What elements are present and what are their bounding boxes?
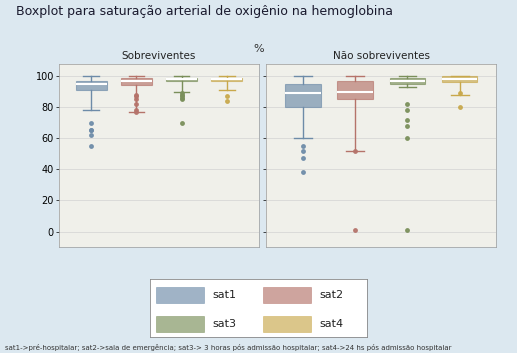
- Text: sat3: sat3: [213, 319, 237, 329]
- PathPatch shape: [338, 80, 373, 99]
- Text: sat4: sat4: [320, 319, 343, 329]
- Text: sat1->pré-hospitalar; sat2->sala de emergência; sat3-> 3 horas pós admissão hosp: sat1->pré-hospitalar; sat2->sala de emer…: [5, 344, 452, 351]
- PathPatch shape: [121, 78, 152, 85]
- PathPatch shape: [285, 84, 321, 107]
- PathPatch shape: [166, 78, 197, 80]
- PathPatch shape: [75, 80, 107, 90]
- Title: Não sobreviventes: Não sobreviventes: [333, 52, 430, 61]
- PathPatch shape: [442, 76, 478, 82]
- PathPatch shape: [390, 78, 425, 84]
- PathPatch shape: [211, 78, 242, 80]
- Text: sat2: sat2: [320, 290, 343, 300]
- Text: %: %: [253, 44, 264, 54]
- Bar: [263, 287, 311, 303]
- Title: Sobreviventes: Sobreviventes: [122, 52, 196, 61]
- Text: sat1: sat1: [213, 290, 237, 300]
- Bar: [157, 316, 204, 333]
- Bar: [157, 287, 204, 303]
- Text: Boxplot para saturação arterial de oxigênio na hemoglobina: Boxplot para saturação arterial de oxigê…: [16, 5, 392, 18]
- Bar: [263, 316, 311, 333]
